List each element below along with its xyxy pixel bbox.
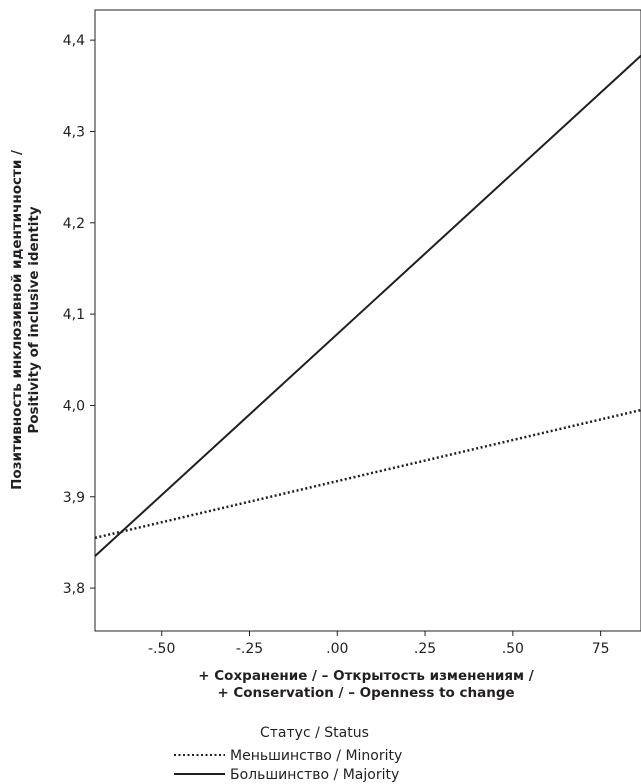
y-tick-label-2: 4,0 — [63, 398, 85, 414]
x-axis: -.50 -.25 .00 .25 .50 75 — [148, 631, 610, 657]
y-axis-title-line-2: Positivity of inclusive identity — [26, 206, 42, 434]
y-axis: 3,8 3,9 4,0 4,1 4,2 4,3 4,4 — [63, 33, 95, 597]
y-tick-label-5: 4,3 — [63, 124, 85, 140]
y-tick-label-4: 4,2 — [63, 216, 85, 232]
legend-title: Статус / Status — [260, 725, 369, 741]
x-tick-label-1: -.25 — [236, 641, 263, 657]
x-tick-label-4: .50 — [502, 641, 524, 657]
plot-area — [94, 9, 641, 632]
x-axis-title-line-1: + Сохранение / – Открытость изменениям / — [198, 668, 534, 684]
y-axis-title-line-1: Позитивность инклюзивной идентичности / — [9, 150, 25, 490]
y-tick-label-0: 3,8 — [63, 581, 85, 597]
y-tick-label-6: 4,4 — [63, 33, 85, 49]
legend-label-majority: Большинство / Majority — [230, 767, 399, 783]
x-tick-label-3: .25 — [414, 641, 436, 657]
x-axis-title-line-2: + Conservation / – Openness to change — [217, 685, 514, 701]
y-tick-label-3: 4,1 — [63, 307, 85, 323]
y-tick-label-1: 3,9 — [63, 490, 85, 506]
series-line-majority — [94, 54, 641, 557]
series-lines — [94, 54, 641, 557]
series-line-minority — [94, 408, 641, 540]
legend-label-minority: Меньшинство / Minority — [230, 748, 402, 764]
x-tick-label-0: -.50 — [148, 641, 175, 657]
x-tick-label-2: .00 — [326, 641, 348, 657]
x-tick-label-5: 75 — [592, 641, 610, 657]
